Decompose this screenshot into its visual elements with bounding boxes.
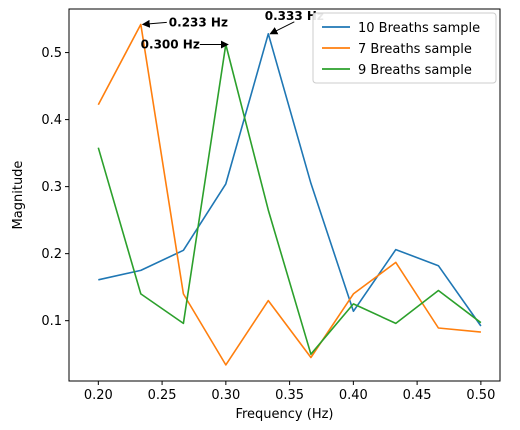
annotation-arrow: [269, 21, 295, 35]
x-axis-ticks: 0.20 0.25 0.30 0.35 0.40 0.45 0.50: [84, 381, 495, 403]
series-line-2: [97, 23, 481, 366]
annotation-arrow: [141, 19, 167, 28]
y-axis-title: Magnitude: [11, 161, 26, 230]
annotation-label: 0.233 Hz: [169, 15, 228, 29]
legend-label: 7 Breaths sample: [358, 42, 472, 57]
plot-frame: [68, 8, 501, 382]
y-tick-label: 0.5: [41, 46, 62, 61]
x-tick-label: 0.35: [275, 388, 304, 403]
annotation-label: 0.300 Hz: [141, 38, 200, 52]
legend-box: [312, 12, 497, 84]
peak-annotations: 0.233 Hz 0.300 Hz 0.333 Hz: [141, 9, 324, 52]
x-tick-label: 0.40: [339, 388, 368, 403]
legend-label: 10 Breaths sample: [358, 21, 480, 36]
y-tick-label: 0.1: [41, 314, 62, 329]
x-tick-label: 0.20: [84, 388, 113, 403]
x-tick-label: 0.30: [211, 388, 240, 403]
legend: 10 Breaths sample 7 Breaths sample 9 Breat…: [312, 12, 497, 84]
x-tick-label: 0.25: [148, 388, 177, 403]
series-lines: [97, 23, 482, 366]
annotation-label: 0.333 Hz: [265, 9, 324, 23]
x-tick-label: 0.50: [466, 388, 495, 403]
y-tick-label: 0.2: [41, 247, 62, 262]
series-line-1: [98, 32, 482, 327]
y-axis-ticks: 0.1 0.2 0.3 0.4 0.5: [41, 46, 69, 329]
y-tick-label: 0.4: [41, 113, 62, 128]
series-line-3: [97, 43, 482, 356]
x-axis-title: Frequency (Hz): [235, 407, 333, 422]
y-tick-label: 0.3: [41, 180, 62, 195]
legend-label: 9 Breaths sample: [358, 63, 472, 78]
x-tick-label: 0.45: [403, 388, 432, 403]
